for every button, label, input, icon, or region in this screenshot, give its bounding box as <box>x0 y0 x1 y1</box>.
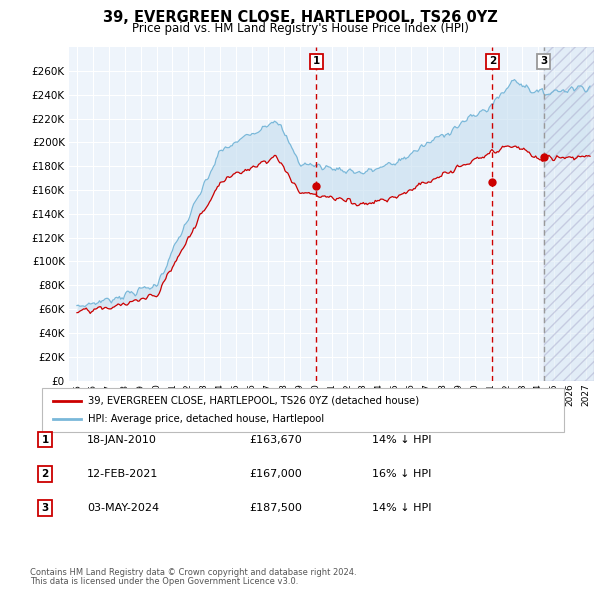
Text: 1: 1 <box>313 57 320 67</box>
Text: 39, EVERGREEN CLOSE, HARTLEPOOL, TS26 0YZ (detached house): 39, EVERGREEN CLOSE, HARTLEPOOL, TS26 0Y… <box>88 396 419 406</box>
Text: HPI: Average price, detached house, Hartlepool: HPI: Average price, detached house, Hart… <box>88 415 325 424</box>
Text: 12-FEB-2021: 12-FEB-2021 <box>87 469 158 478</box>
Text: 03-MAY-2024: 03-MAY-2024 <box>87 503 159 513</box>
Text: This data is licensed under the Open Government Licence v3.0.: This data is licensed under the Open Gov… <box>30 578 298 586</box>
Text: 14% ↓ HPI: 14% ↓ HPI <box>372 435 431 444</box>
Text: 16% ↓ HPI: 16% ↓ HPI <box>372 469 431 478</box>
Bar <box>544 47 594 381</box>
Text: 3: 3 <box>41 503 49 513</box>
Text: Contains HM Land Registry data © Crown copyright and database right 2024.: Contains HM Land Registry data © Crown c… <box>30 568 356 577</box>
Text: £167,000: £167,000 <box>249 469 302 478</box>
Text: 2: 2 <box>489 57 496 67</box>
Bar <box>544 47 594 381</box>
Text: Price paid vs. HM Land Registry's House Price Index (HPI): Price paid vs. HM Land Registry's House … <box>131 22 469 35</box>
Text: 3: 3 <box>540 57 547 67</box>
Text: 39, EVERGREEN CLOSE, HARTLEPOOL, TS26 0YZ: 39, EVERGREEN CLOSE, HARTLEPOOL, TS26 0Y… <box>103 10 497 25</box>
Text: £163,670: £163,670 <box>249 435 302 444</box>
Text: 18-JAN-2010: 18-JAN-2010 <box>87 435 157 444</box>
Text: £187,500: £187,500 <box>249 503 302 513</box>
Text: 14% ↓ HPI: 14% ↓ HPI <box>372 503 431 513</box>
Text: 2: 2 <box>41 469 49 478</box>
Text: 1: 1 <box>41 435 49 444</box>
